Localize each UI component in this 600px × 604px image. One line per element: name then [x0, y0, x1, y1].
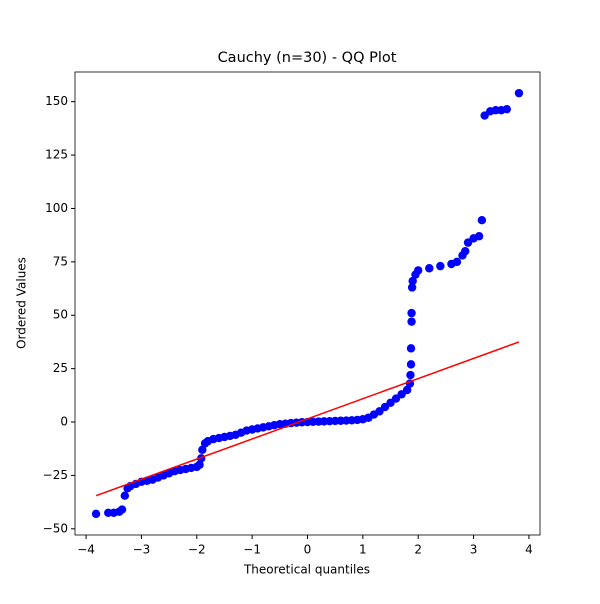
data-point: [91, 509, 101, 519]
data-point: [408, 276, 417, 286]
y-tick-label: −25: [43, 468, 68, 482]
data-point: [117, 505, 127, 514]
data-point: [407, 308, 416, 318]
y-tick-label: −50: [43, 521, 68, 535]
y-tick-label: 100: [45, 201, 68, 215]
data-point: [425, 264, 434, 273]
data-point: [414, 266, 423, 275]
data-point: [452, 257, 462, 267]
x-axis-label: Theoretical quantiles: [243, 563, 370, 577]
y-tick-label: 25: [53, 361, 68, 375]
x-tick-label: −4: [77, 543, 95, 557]
data-point: [402, 385, 412, 395]
data-point: [461, 246, 470, 256]
y-tick-label: 75: [53, 254, 68, 268]
x-tick-label: 0: [304, 543, 312, 557]
data-point: [407, 283, 417, 292]
x-tick-label: 4: [525, 543, 533, 557]
x-tick-label: 2: [414, 543, 422, 557]
x-tick-label: 1: [359, 543, 367, 557]
data-point: [406, 360, 416, 369]
plot-frame: [74, 71, 541, 536]
data-point: [502, 104, 511, 114]
y-axis-label: Ordered Values: [15, 257, 29, 349]
y-tick-label: 150: [45, 94, 68, 108]
chart-title: Cauchy (n=30) - QQ Plot: [218, 50, 397, 66]
data-point: [474, 232, 484, 241]
x-tick-label: −1: [243, 543, 261, 557]
x-tick-label: 3: [470, 543, 478, 557]
data-point: [407, 317, 416, 326]
y-tick-label: 50: [53, 308, 68, 322]
x-tick-label: −3: [133, 543, 151, 557]
data-point: [198, 445, 207, 454]
data-point: [477, 216, 487, 225]
data-point: [514, 88, 524, 98]
data-point: [436, 261, 445, 271]
data-point: [195, 460, 204, 469]
y-tick-label: 125: [45, 148, 68, 162]
data-point: [120, 491, 130, 500]
y-tick-label: 0: [60, 415, 68, 429]
data-point: [406, 344, 416, 353]
fit-line: [95, 341, 520, 497]
data-point: [406, 370, 415, 380]
x-tick-label: −2: [188, 543, 206, 557]
